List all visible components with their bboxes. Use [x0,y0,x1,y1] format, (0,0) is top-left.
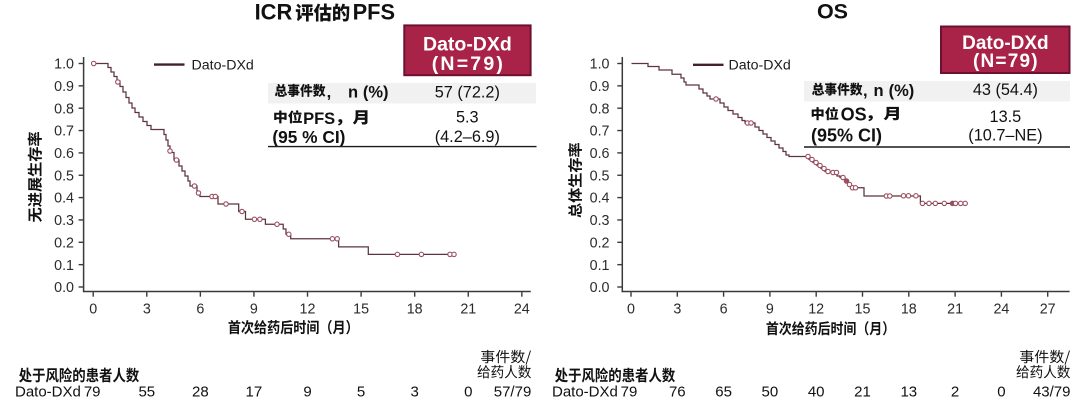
svg-text:21: 21 [854,384,871,401]
svg-text:27: 27 [1040,302,1056,318]
svg-text:(N=79): (N=79) [432,53,505,75]
svg-text:13.5: 13.5 [990,108,1022,126]
svg-text:13: 13 [900,384,917,401]
svg-text:76: 76 [669,384,686,401]
svg-text:0: 0 [89,302,97,318]
svg-text:0: 0 [627,302,635,318]
svg-text:Dato-DXd: Dato-DXd [423,33,512,55]
svg-text:40: 40 [808,384,825,401]
svg-text:43 (54.4): 43 (54.4) [973,81,1038,99]
svg-text:(95% CI): (95% CI) [811,126,882,146]
svg-text:12: 12 [808,302,824,318]
svg-text:0.4: 0.4 [590,191,610,207]
svg-text:3: 3 [411,384,419,401]
svg-text:65: 65 [715,384,732,401]
svg-text:OS: OS [817,0,848,23]
svg-text:Dato-DXd: Dato-DXd [729,58,791,74]
svg-text:6: 6 [720,302,728,318]
svg-text:0.5: 0.5 [54,168,74,184]
svg-text:PFS: PFS [303,110,335,128]
svg-text:79: 79 [621,384,638,401]
svg-text:0.5: 0.5 [590,168,610,184]
svg-text:57/79: 57/79 [494,384,532,401]
svg-text:0.1: 0.1 [590,258,610,274]
svg-text:1.0: 1.0 [590,57,610,73]
svg-text:18: 18 [407,302,423,318]
svg-text:ICR: ICR [255,0,293,24]
svg-text:,: , [327,83,332,101]
svg-text:(N=79): (N=79) [973,51,1039,72]
svg-text:9: 9 [766,302,774,318]
svg-text:28: 28 [192,384,209,401]
svg-text:0.2: 0.2 [54,235,74,251]
svg-text:6: 6 [196,302,204,318]
svg-text:3: 3 [673,302,681,318]
svg-text:15: 15 [855,302,871,318]
svg-text:,: , [863,82,868,100]
svg-text:79: 79 [84,384,101,401]
svg-text:(95 % CI): (95 % CI) [272,127,345,147]
svg-text:0.9: 0.9 [590,79,610,95]
svg-text:21: 21 [460,302,476,318]
svg-text:0.9: 0.9 [54,79,74,95]
svg-text:0.0: 0.0 [54,280,74,296]
svg-text:24: 24 [993,302,1009,318]
svg-text:1.0: 1.0 [54,57,74,73]
svg-text:2: 2 [951,384,959,401]
svg-text:0.6: 0.6 [54,146,74,162]
svg-text:0.8: 0.8 [590,101,610,117]
svg-text:0.1: 0.1 [54,258,74,274]
svg-text:(%): (%) [889,82,915,100]
svg-text:(%): (%) [363,83,389,101]
svg-text:21: 21 [947,302,963,318]
svg-text:0: 0 [997,384,1005,401]
svg-text:0.2: 0.2 [590,235,610,251]
svg-text:5: 5 [357,384,365,401]
svg-text:50: 50 [762,384,779,401]
svg-text:18: 18 [901,302,917,318]
svg-text:n: n [348,83,358,101]
svg-text:5.3: 5.3 [456,108,479,126]
svg-text:24: 24 [514,302,530,318]
svg-text:n: n [874,82,884,100]
svg-text:(4.2–6.9): (4.2–6.9) [435,128,500,146]
svg-text:57 (72.2): 57 (72.2) [435,83,500,101]
svg-text:17: 17 [246,384,263,401]
svg-text:Dato-DXd: Dato-DXd [15,384,81,401]
svg-text:0.6: 0.6 [590,146,610,162]
svg-text:0.7: 0.7 [590,124,610,140]
svg-text:Dato-DXd: Dato-DXd [552,384,618,401]
svg-text:0.0: 0.0 [590,280,610,296]
svg-text:Dato-DXd: Dato-DXd [192,57,254,73]
svg-text:9: 9 [303,384,311,401]
svg-text:0.3: 0.3 [54,213,74,229]
svg-text:(10.7–NE): (10.7–NE) [968,126,1042,144]
svg-text:0.8: 0.8 [54,101,74,117]
svg-text:43/79: 43/79 [1033,384,1071,401]
svg-text:PFS: PFS [353,0,395,24]
svg-text:12: 12 [300,302,316,318]
svg-text:3: 3 [143,302,151,318]
svg-text:15: 15 [353,302,369,318]
svg-text:0.4: 0.4 [54,191,74,207]
svg-text:OS: OS [841,105,867,125]
svg-text:9: 9 [250,302,258,318]
svg-text:0: 0 [464,384,472,401]
svg-text:0.7: 0.7 [54,124,74,140]
svg-text:55: 55 [138,384,155,401]
svg-text:0.3: 0.3 [590,213,610,229]
svg-text:Dato-DXd: Dato-DXd [962,33,1049,54]
